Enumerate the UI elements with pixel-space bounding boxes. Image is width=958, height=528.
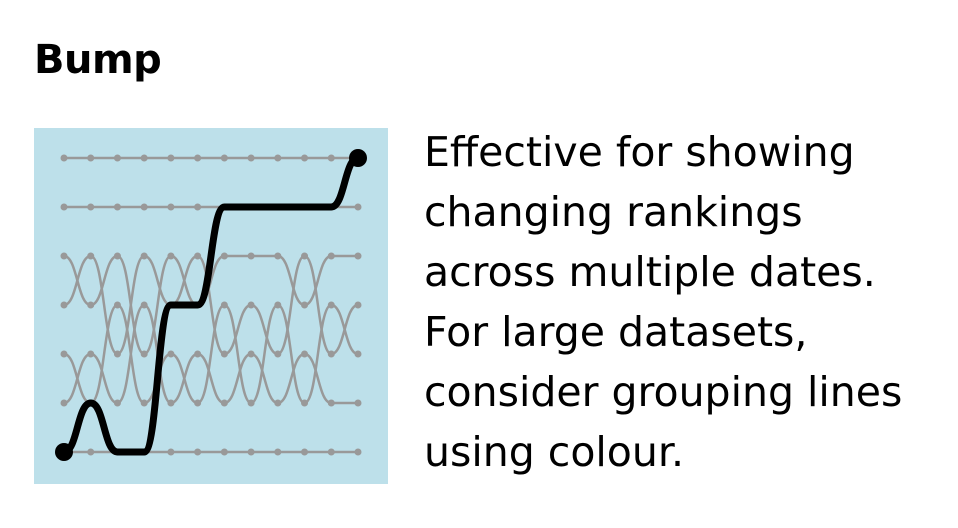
series-point xyxy=(327,252,335,260)
series-point xyxy=(247,252,255,260)
series-point xyxy=(274,399,282,407)
series-point xyxy=(194,350,202,358)
series-point xyxy=(140,301,148,309)
series-point xyxy=(354,301,362,309)
series-point xyxy=(60,154,68,162)
highlighted-rank-line xyxy=(55,149,367,461)
highlight-start-point xyxy=(55,443,73,461)
chart-description: Effective for showing changing rankings … xyxy=(424,122,944,482)
series-point xyxy=(274,252,282,260)
series-point xyxy=(140,350,148,358)
series-point xyxy=(327,154,335,162)
description-line-3: across multiple dates. xyxy=(424,248,876,296)
series-point xyxy=(194,154,202,162)
series-point xyxy=(354,448,362,456)
series-point xyxy=(220,154,228,162)
highlight-series-line xyxy=(60,154,362,456)
series-point xyxy=(60,350,68,358)
series-point xyxy=(220,350,228,358)
series-point xyxy=(113,252,121,260)
series-point xyxy=(247,448,255,456)
series-point xyxy=(301,399,309,407)
series-point xyxy=(354,350,362,358)
series-point xyxy=(301,252,309,260)
series-point xyxy=(327,301,335,309)
series-point xyxy=(60,301,68,309)
bump-chart-svg xyxy=(55,149,367,461)
series-point xyxy=(327,350,335,358)
series-point xyxy=(167,252,175,260)
description-line-6: using colour. xyxy=(424,428,684,476)
series-point xyxy=(140,203,148,211)
series-point xyxy=(220,448,228,456)
series-point xyxy=(87,203,95,211)
series-point xyxy=(194,448,202,456)
series-point xyxy=(247,154,255,162)
series-point xyxy=(60,399,68,407)
series-line-4 xyxy=(62,254,360,356)
series-point xyxy=(301,350,309,358)
series-point xyxy=(113,301,121,309)
series-point xyxy=(167,399,175,407)
description-line-4: For large datasets, xyxy=(424,308,808,356)
series-point xyxy=(167,448,175,456)
series-point xyxy=(87,301,95,309)
series-point xyxy=(194,203,202,211)
series-point xyxy=(140,399,148,407)
series-point xyxy=(220,252,228,260)
series-point xyxy=(301,448,309,456)
series-point xyxy=(274,350,282,358)
series-point xyxy=(113,399,121,407)
series-point xyxy=(113,154,121,162)
series-point xyxy=(167,203,175,211)
background-rank-lines xyxy=(60,154,362,456)
series-point xyxy=(194,252,202,260)
series-point xyxy=(220,399,228,407)
series-point xyxy=(167,350,175,358)
series-point xyxy=(274,301,282,309)
series-point xyxy=(140,154,148,162)
series-point xyxy=(87,350,95,358)
series-point xyxy=(354,203,362,211)
series-point xyxy=(87,252,95,260)
chart-type-title: Bump xyxy=(34,37,162,83)
series-point xyxy=(194,399,202,407)
series-point xyxy=(274,448,282,456)
series-point xyxy=(87,448,95,456)
series-point xyxy=(274,154,282,162)
description-line-5: consider grouping lines xyxy=(424,368,903,416)
series-point xyxy=(354,252,362,260)
series-point xyxy=(247,301,255,309)
series-point xyxy=(301,154,309,162)
series-point xyxy=(354,399,362,407)
description-line-2: changing rankings xyxy=(424,188,803,236)
series-point xyxy=(113,203,121,211)
description-line-1: Effective for showing xyxy=(424,128,855,176)
series-point xyxy=(60,252,68,260)
series-point xyxy=(167,154,175,162)
series-point xyxy=(113,350,121,358)
series-point xyxy=(327,448,335,456)
bump-chart-thumbnail xyxy=(34,128,388,484)
highlight-end-point xyxy=(349,149,367,167)
series-point xyxy=(60,203,68,211)
series-point xyxy=(87,154,95,162)
series-point xyxy=(247,399,255,407)
series-point xyxy=(220,301,228,309)
series-point xyxy=(247,350,255,358)
series-point xyxy=(140,252,148,260)
series-point xyxy=(301,301,309,309)
series-point xyxy=(327,399,335,407)
